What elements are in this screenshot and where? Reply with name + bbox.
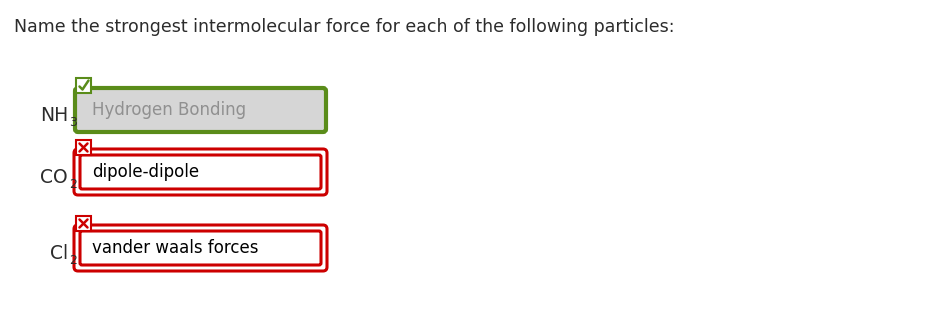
Text: 2: 2: [69, 254, 77, 267]
Text: 3: 3: [69, 116, 77, 129]
Bar: [76, 78, 91, 93]
Text: vander waals forces: vander waals forces: [92, 239, 259, 257]
Text: CO: CO: [40, 168, 68, 187]
Text: Hydrogen Bonding: Hydrogen Bonding: [92, 101, 246, 119]
FancyBboxPatch shape: [80, 231, 321, 265]
Bar: [76, 216, 91, 231]
Text: Cl: Cl: [50, 244, 68, 263]
Text: NH: NH: [39, 106, 68, 125]
Text: Name the strongest intermolecular force for each of the following particles:: Name the strongest intermolecular force …: [14, 18, 674, 36]
Text: 2: 2: [69, 178, 77, 191]
FancyBboxPatch shape: [80, 155, 321, 189]
Bar: [76, 140, 91, 155]
FancyBboxPatch shape: [74, 149, 327, 195]
Text: dipole-dipole: dipole-dipole: [92, 163, 199, 181]
FancyBboxPatch shape: [75, 88, 326, 132]
FancyBboxPatch shape: [74, 225, 327, 271]
